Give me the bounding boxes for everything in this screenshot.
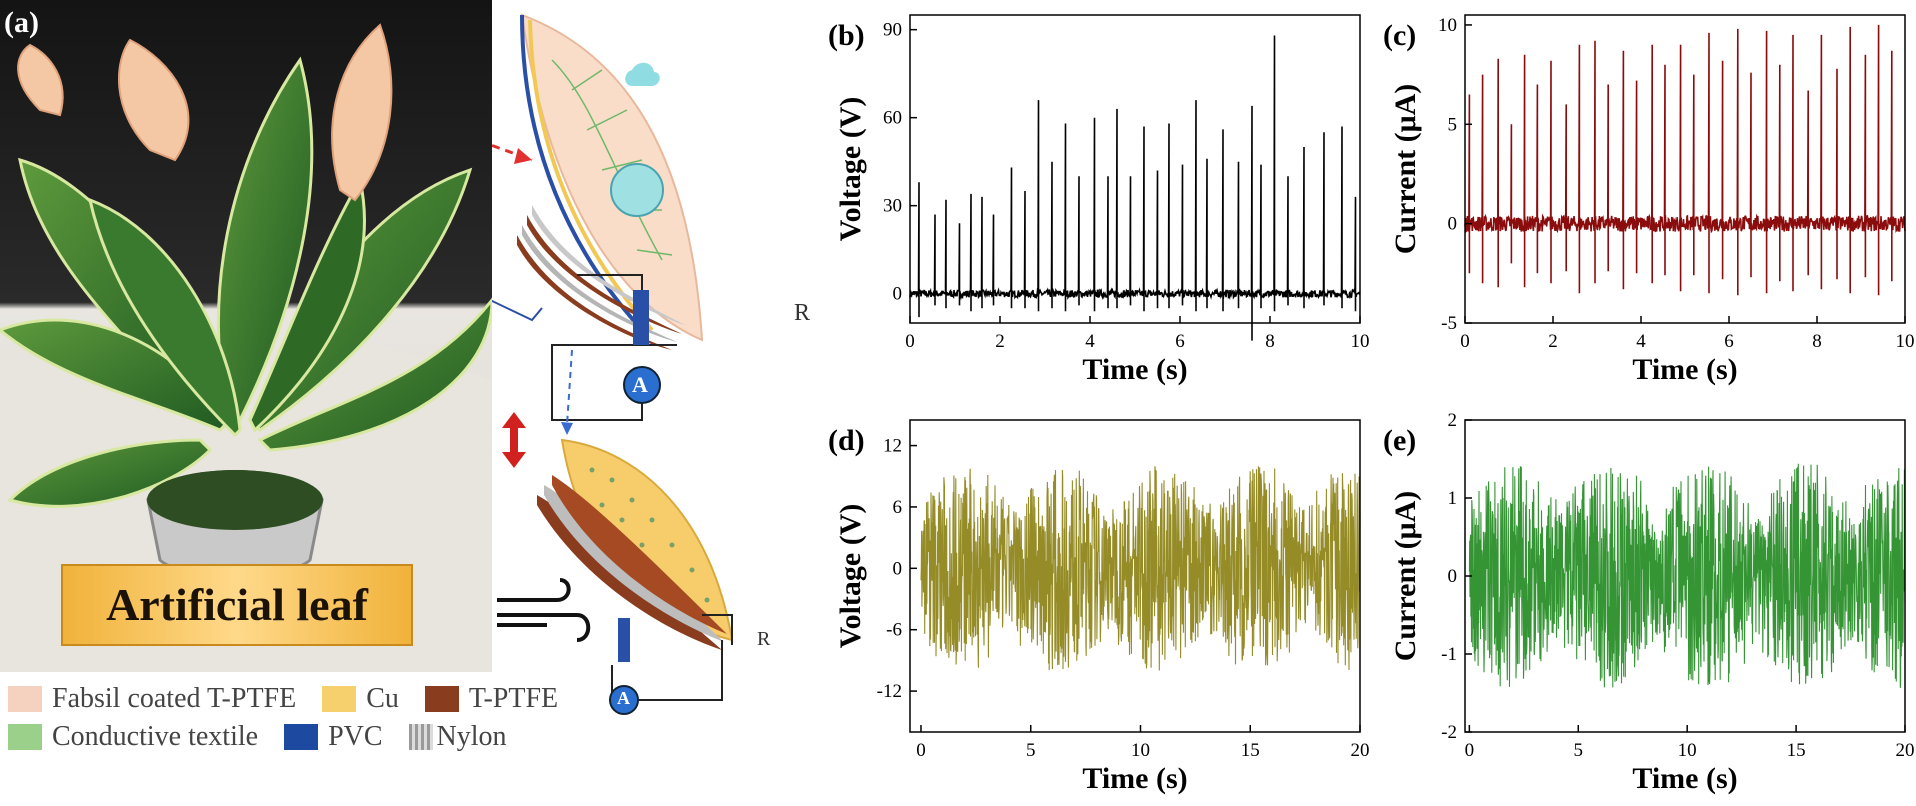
x-tick-label-b: 4 [1085, 331, 1095, 352]
y-tick-label-d: 12 [883, 436, 902, 457]
legend-swatch-fabsil [8, 686, 42, 712]
y-tick-label-d: 0 [893, 558, 903, 579]
x-tick-label-b: 8 [1265, 331, 1275, 352]
x-tick-label-d: 10 [1131, 740, 1150, 761]
y-tick-label-e: -1 [1441, 644, 1457, 665]
legend-label: Cu [366, 683, 399, 714]
y-tick-label-d: -12 [877, 681, 902, 702]
series-line-c [1464, 24, 1906, 296]
wind-icon [497, 578, 591, 642]
series-line-b [909, 35, 1361, 341]
legend-label: Nylon [436, 721, 507, 752]
nylon-texture-icon [408, 724, 433, 750]
y-tick-label-c: 0 [1448, 214, 1458, 235]
y-tick-label-b: 30 [883, 196, 902, 217]
legend-item: T-PTFE [417, 683, 558, 715]
legend-swatch-tptfe [424, 686, 459, 712]
x-axis-label-e: Time (s) [1632, 762, 1737, 795]
x-tick-label-c: 6 [1724, 331, 1734, 352]
y-tick-label-c: 5 [1448, 114, 1458, 135]
x-tick-label-c: 10 [1896, 331, 1915, 352]
legend-swatch-pvc [284, 724, 319, 750]
legend-item: Cu [314, 683, 399, 715]
legend-item: Conductive textile [0, 721, 258, 753]
x-tick-label-e: 5 [1574, 740, 1584, 761]
x-axis-label-d: Time (s) [1082, 762, 1187, 795]
panel-letter-e: (e) [1383, 424, 1416, 457]
x-tick-label-b: 6 [1175, 331, 1185, 352]
series-line-d [920, 466, 1361, 671]
x-tick-label-e: 10 [1678, 740, 1697, 761]
y-axis-label-b: Voltage (V) [834, 97, 867, 242]
y-axis-label-d: Voltage (V) [834, 504, 867, 649]
y-tick-label-e: 2 [1448, 410, 1458, 431]
x-axis-label-b: Time (s) [1082, 353, 1187, 386]
y-tick-label-b: 0 [893, 284, 903, 305]
x-tick-label-b: 10 [1351, 331, 1370, 352]
x-tick-label-d: 15 [1241, 740, 1260, 761]
legend-label: Conductive textile [52, 721, 259, 752]
device-schematic: R A R A [399, 0, 811, 740]
ammeter-label-lower: A [617, 688, 630, 708]
legend-row-2: Conductive textile PVC Nylon [0, 718, 660, 756]
y-tick-label-e: 0 [1448, 566, 1458, 587]
artificial-leaf-label: Artificial leaf [106, 579, 368, 630]
x-tick-label-b: 2 [995, 331, 1005, 352]
y-tick-label-d: 6 [893, 497, 903, 518]
ammeter-label-upper: A [632, 372, 648, 397]
plot-frame-d [909, 419, 1361, 733]
series-line-e [1468, 463, 1906, 688]
chart-e: 0 5 10 15 20 -2 -1 0 1 2 Time (s) Current (μA) (e) [1383, 410, 1915, 795]
legend-label: Fabsil coated T-PTFE [52, 683, 297, 714]
x-tick-label-b: 0 [905, 331, 915, 352]
resistor-label-upper: R [794, 300, 811, 326]
x-tick-label-c: 8 [1812, 331, 1822, 352]
x-tick-label-c: 4 [1636, 331, 1646, 352]
plot-frame-b [909, 14, 1361, 324]
resistor-label-lower: R [757, 628, 771, 650]
legend-swatch-textile [8, 724, 42, 750]
y-tick-label-b: 60 [883, 108, 902, 129]
legend-item: Nylon [401, 721, 507, 753]
x-tick-label-e: 0 [1465, 740, 1475, 761]
artificial-leaf-photo: (a) Artificial leaf [0, 0, 492, 672]
chart-b: 0 2 4 6 8 10 0 30 60 90 Time (s) Voltage (V) (b) [828, 14, 1370, 386]
panel-letter-c: (c) [1383, 19, 1416, 52]
x-tick-label-e: 15 [1787, 740, 1806, 761]
x-tick-label-d: 20 [1351, 740, 1370, 761]
y-axis-label-e: Current (μA) [1389, 491, 1422, 662]
y-tick-label-e: -2 [1441, 722, 1457, 743]
legend-item: Fabsil coated T-PTFE [0, 683, 296, 715]
legend-row-1: Fabsil coated T-PTFE Cu T-PTFE [0, 680, 660, 718]
y-tick-label-b: 90 [883, 20, 902, 41]
plant-illustration [0, 0, 492, 672]
legend-label: T-PTFE [468, 683, 559, 714]
x-tick-label-c: 0 [1460, 331, 1470, 352]
panel-letter-a: (a) [4, 6, 39, 39]
x-axis-label-c: Time (s) [1632, 353, 1737, 386]
y-tick-label-c: -5 [1441, 313, 1457, 334]
x-tick-label-d: 5 [1026, 740, 1036, 761]
y-tick-label-c: 10 [1438, 15, 1457, 36]
panel-letter-b: (b) [828, 19, 865, 52]
legend-item: PVC [276, 721, 383, 753]
x-tick-label-e: 20 [1896, 740, 1915, 761]
teng-schematic-diagram [399, 13, 734, 715]
material-legend: Fabsil coated T-PTFE Cu T-PTFE Conductiv… [0, 680, 660, 790]
legend-swatch-cu [322, 686, 357, 712]
y-axis-label-c: Current (μA) [1389, 84, 1422, 255]
y-tick-label-d: -6 [886, 620, 902, 641]
legend-label: PVC [328, 721, 383, 752]
plot-frame-c [1464, 14, 1906, 324]
chart-d: 0 5 10 15 20 -12 -6 0 6 12 Time (s) Voltage (V) (d) [828, 419, 1370, 795]
y-tick-label-e: 1 [1448, 488, 1458, 509]
x-tick-label-d: 0 [916, 740, 926, 761]
panel-letter-d: (d) [828, 424, 865, 457]
x-tick-label-c: 2 [1548, 331, 1558, 352]
